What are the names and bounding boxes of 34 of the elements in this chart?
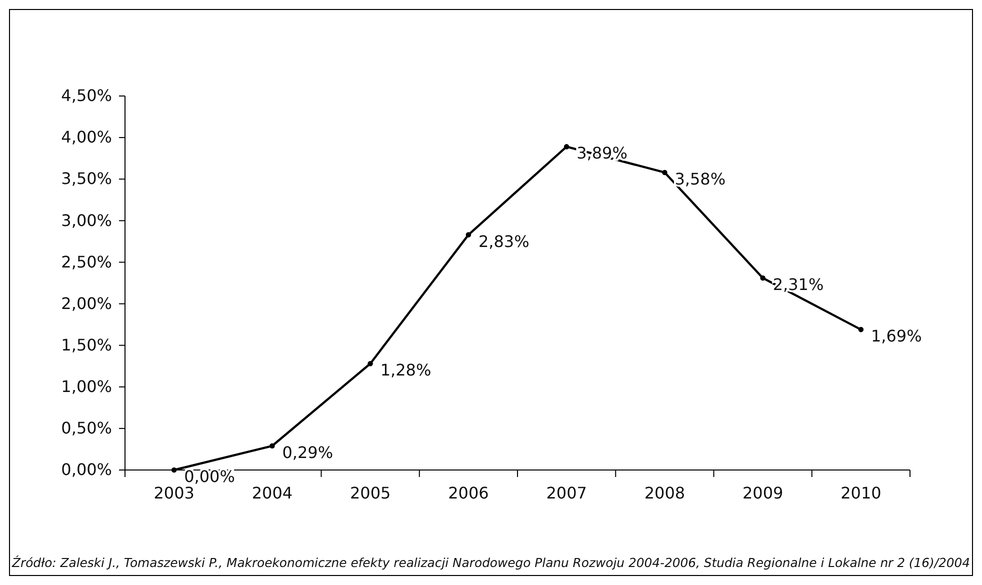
- data-label: 0,00%: [184, 467, 235, 486]
- data-label: 3,58%: [674, 169, 726, 188]
- x-tick-label: 2010: [840, 484, 882, 503]
- x-tick-label: 2003: [154, 484, 194, 503]
- x-tick-label: 2007: [546, 484, 587, 503]
- y-tick-label: 3,50%: [61, 169, 112, 188]
- text: Źródło: Zaleski J., Tomaszewski P., Makroekonomiczne efekty realizacji Narodowego Planu Rozwoju 2004-2006, Studia Regionalne i Lokalne nr 2 (16)/2004: [11, 555, 970, 570]
- y-tick-label: 4,00%: [61, 128, 112, 147]
- x-tick-label: 2004: [252, 484, 293, 503]
- data-label: 2,31%: [772, 275, 824, 294]
- data-label: 2,83%: [478, 232, 530, 251]
- y-tick-label: 3,00%: [61, 210, 112, 230]
- x-tick-label: 2006: [448, 484, 489, 503]
- point: [466, 232, 472, 238]
- y-tick-label: 0,00%: [61, 460, 112, 480]
- y-tick-label: 2,50%: [61, 252, 112, 272]
- data-label: 1,28%: [380, 360, 432, 380]
- data-label: 1,69%: [870, 326, 922, 346]
- point: [368, 360, 373, 366]
- data-label: 0,29%: [282, 442, 334, 462]
- y-tick-label: 0,50%: [61, 418, 112, 438]
- x-tick-label: 2009: [742, 484, 784, 503]
- x-tick-label: 2008: [644, 484, 686, 503]
- point: [858, 326, 864, 332]
- point: [171, 467, 177, 473]
- y-tick-label: 4,50%: [61, 86, 112, 106]
- y-tick-label: 2,00%: [61, 294, 112, 313]
- point: [760, 275, 766, 281]
- point: [564, 144, 570, 150]
- point: [270, 443, 275, 449]
- y-tick-label: 1,00%: [61, 377, 112, 396]
- point: [662, 170, 668, 176]
- y-tick-label: 1,50%: [61, 335, 112, 354]
- x-tick-label: 2005: [350, 484, 391, 503]
